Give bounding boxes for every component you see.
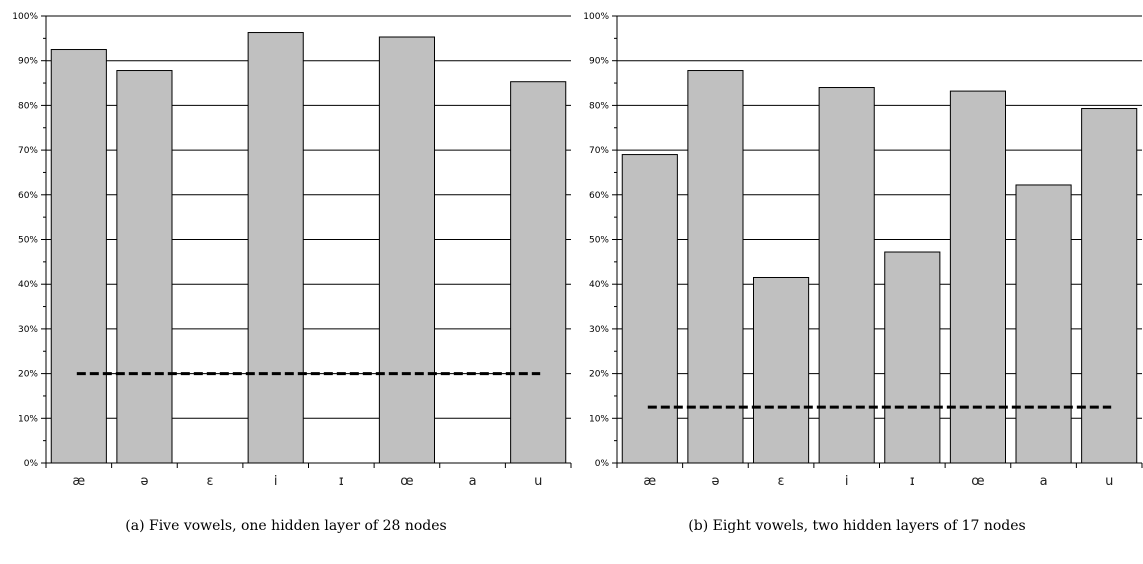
chart-a-category-label: ɛ [207,474,214,489]
chart-b-category-label: æ [643,474,656,489]
chart-b-bar [949,90,1006,464]
chart-a-ytick-label: 0% [24,459,39,469]
chart-b-ytick-label: 0% [595,459,610,469]
chart-a-ytick-label: 60% [18,191,38,201]
chart-a-ytick-label: 40% [18,280,38,290]
chart-b-category-label: ɛ [778,474,785,489]
chart-b-bar [884,251,941,464]
chart-a-category-label: u [534,474,542,489]
chart-panel-a: 0% 10% 20% 30% 40% 50% 60% 70% 80% 90% 100% æ ə ɛ i ɪ œ a… [12,12,572,534]
chart-b-bar [1015,184,1072,464]
chart-b-bar [621,154,678,464]
chart-a-bar [510,81,567,464]
chart-b-bar [753,276,810,464]
chart-a-svg: 0% 10% 20% 30% 40% 50% 60% 70% 80% 90% 100% æ ə ɛ i ɪ œ a… [12,12,572,489]
chart-b-ytick-label: 100% [583,12,609,22]
chart-b-ytick-label: 30% [589,325,609,335]
chart-b-category-label: a [1040,474,1048,489]
chart-b-bar [1081,108,1138,464]
chart-b-category-label: œ [971,474,984,489]
chart-a-bar [50,49,107,464]
chart-a-category-label: ə [140,474,148,489]
chart-a-category-label: æ [72,474,85,489]
chart-a-ytick-label: 90% [18,57,38,67]
chart-b-ytick-label: 80% [589,101,609,111]
chart-b-ytick-label: 50% [589,236,609,246]
chart-a-ytick-label: 100% [12,12,38,22]
chart-b-ytick-label: 20% [589,370,609,380]
chart-b-ytick-label: 90% [589,57,609,67]
chart-a-ytick-label: 10% [18,414,38,424]
chart-a-category-label: i [274,474,278,489]
chart-b-ytick-label: 70% [589,146,609,156]
chart-a-ytick-label: 50% [18,236,38,246]
chart-a-ytick-label: 70% [18,146,38,156]
chart-b-caption: (b) Eight vowels, two hidden layers of 1… [688,518,1026,534]
chart-b-ytick-label: 60% [589,191,609,201]
chart-b-svg: 0% 10% 20% 30% 40% 50% 60% 70% 80% 90% 100% æ ə ɛ i ɪ œ a… [583,12,1143,489]
chart-b-category-label: ɪ [910,474,915,489]
chart-a-ytick-label: 80% [18,101,38,111]
chart-a-bar [247,32,304,464]
chart-a-category-label: a [469,474,477,489]
chart-panel-b: 0% 10% 20% 30% 40% 50% 60% 70% 80% 90% 100% æ ə ɛ i ɪ œ a… [571,0,1143,564]
chart-b-bar [687,70,744,464]
chart-b-ytick-label: 10% [589,414,609,424]
chart-a-ytick-label: 20% [18,370,38,380]
chart-a-caption: (a) Five vowels, one hidden layer of 28 … [125,518,447,534]
chart-a-bar [378,36,435,464]
chart-a-category-label: œ [400,474,413,489]
chart-b-category-label: i [845,474,849,489]
chart-b-ytick-label: 40% [589,280,609,290]
chart-a-ytick-label: 30% [18,325,38,335]
chart-a-category-label: ɪ [339,474,344,489]
chart-b-category-label: u [1105,474,1113,489]
chart-b-category-label: ə [711,474,719,489]
chart-b-bar [818,87,875,464]
chart-a-bar [116,70,173,464]
